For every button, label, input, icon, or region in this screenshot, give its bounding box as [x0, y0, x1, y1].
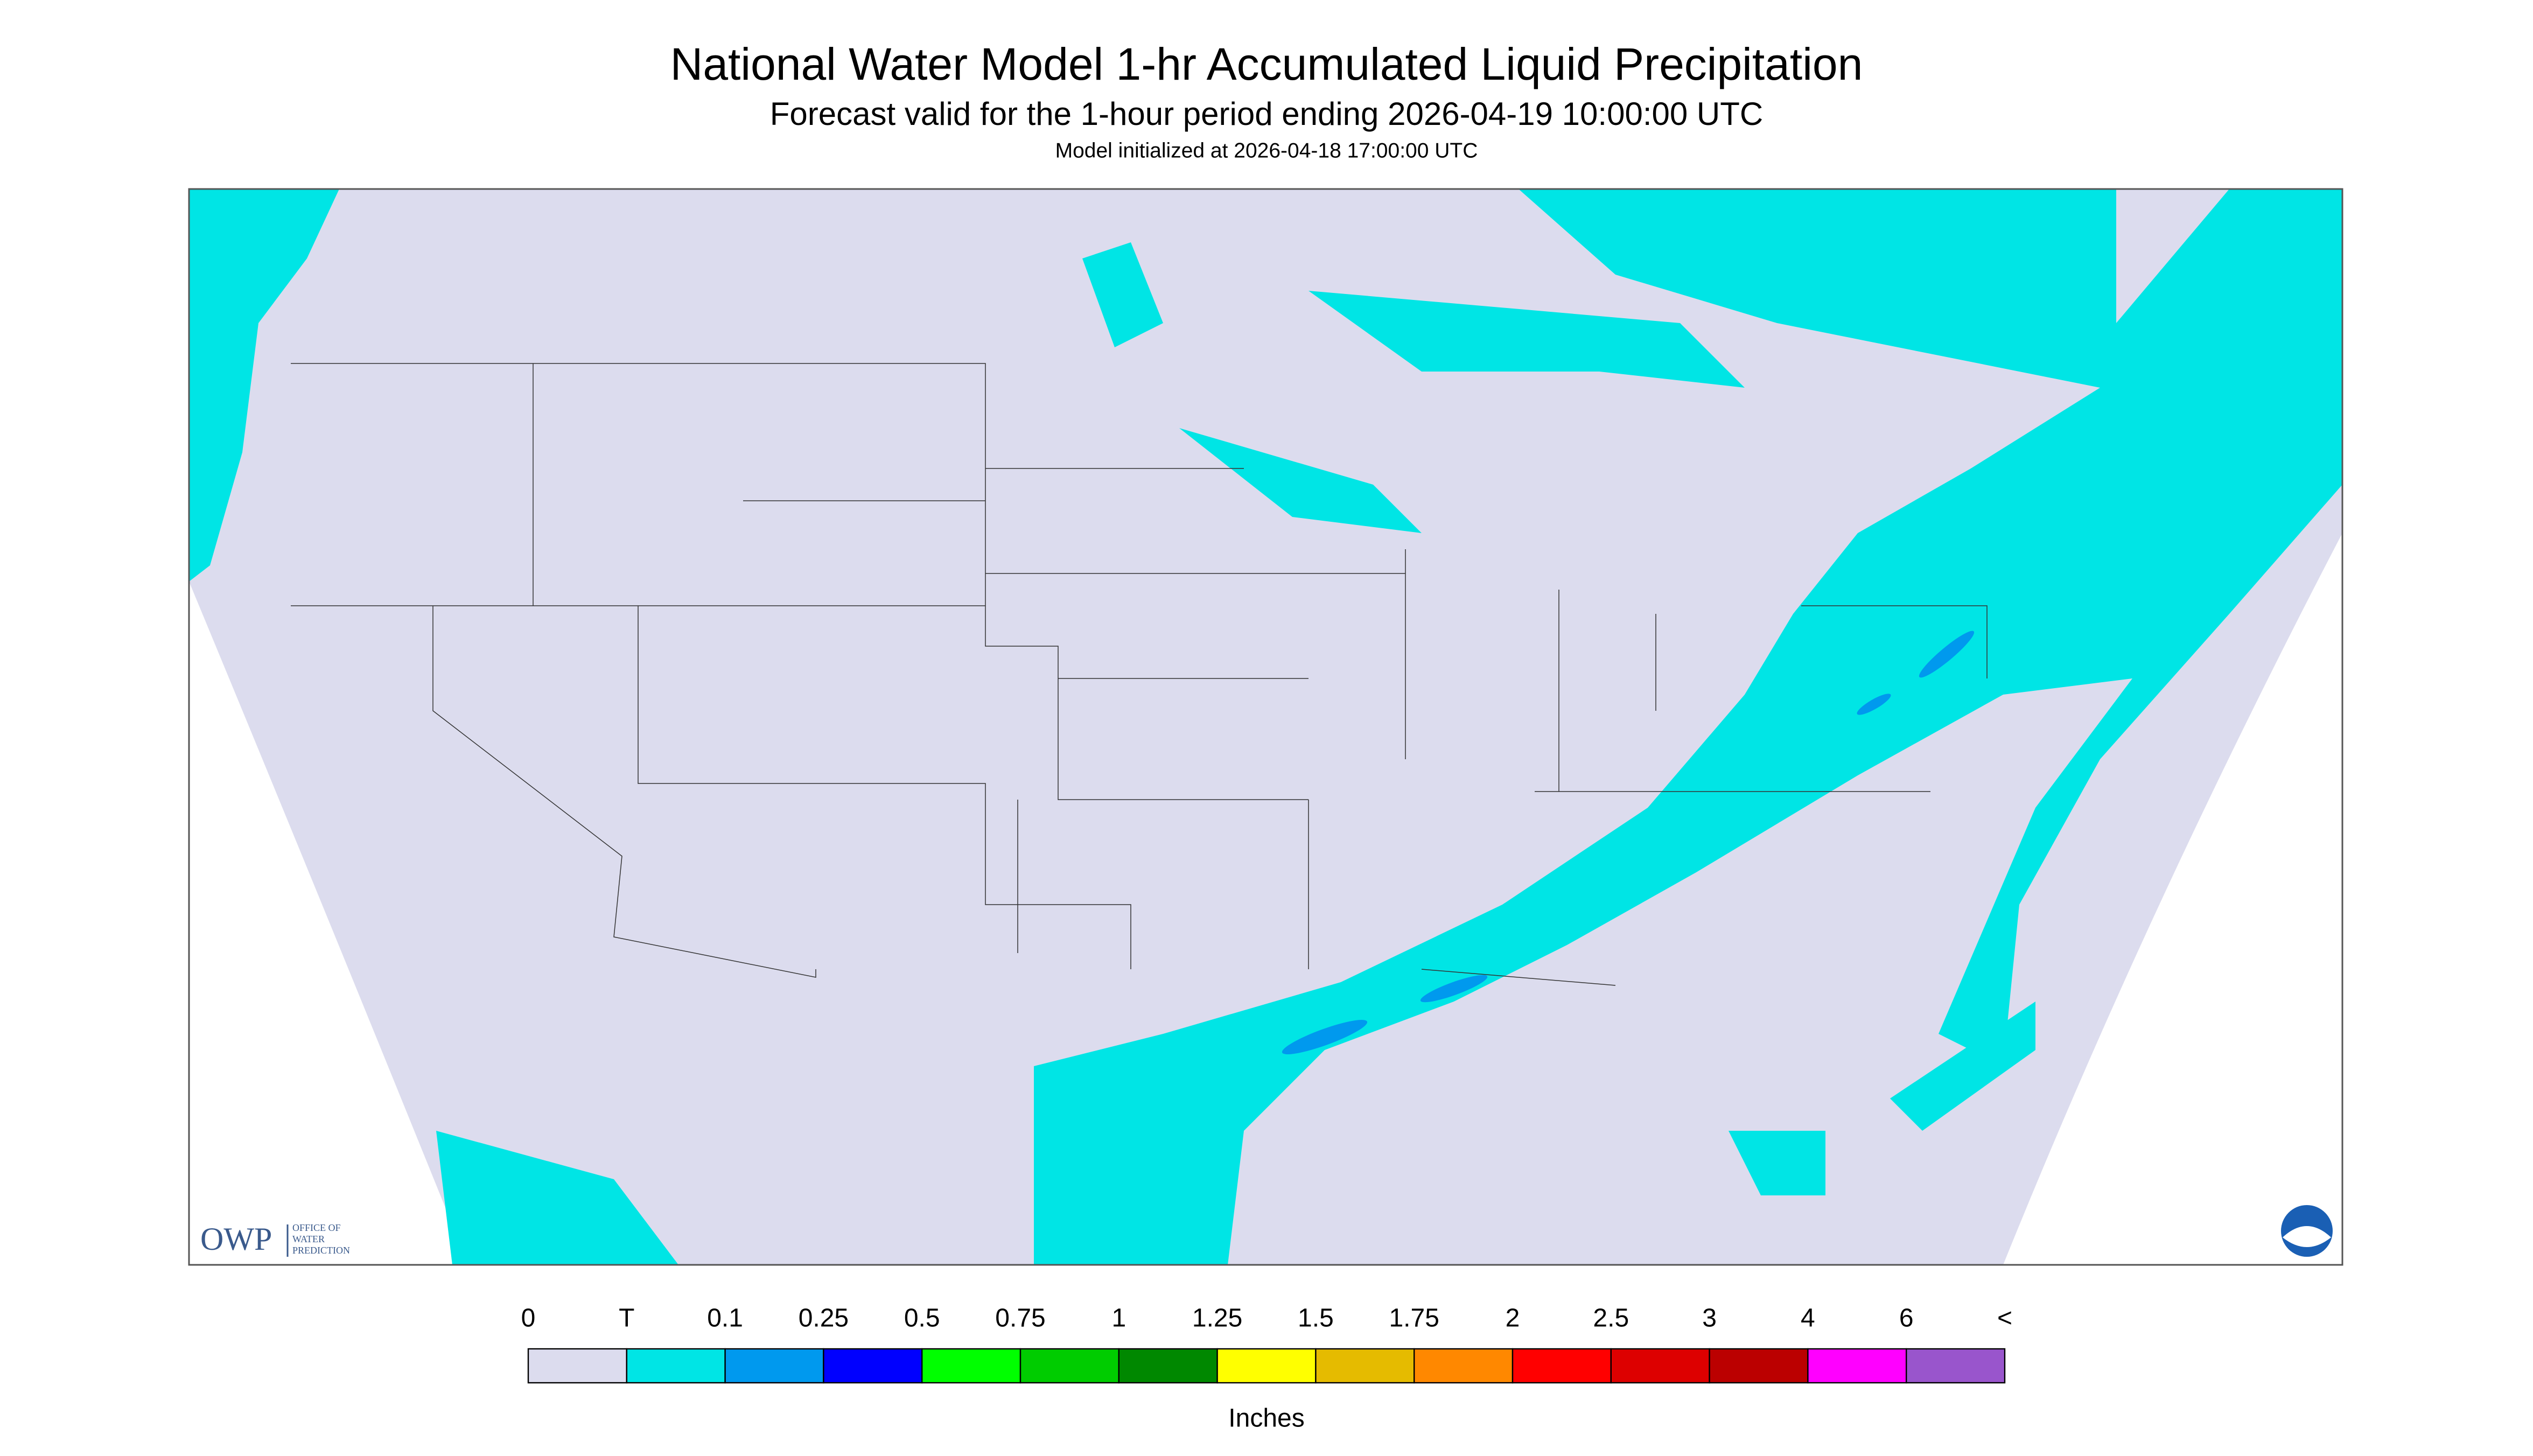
- legend-label: 1.75: [1389, 1304, 1439, 1333]
- legend-swatch: [527, 1348, 628, 1384]
- legend-label: T: [619, 1304, 634, 1333]
- legend-label: 0.1: [707, 1304, 743, 1333]
- precip-areas: [189, 189, 2342, 1265]
- legend-label: 4: [1801, 1304, 1815, 1333]
- model-domain: [189, 189, 2342, 1265]
- title: National Water Model 1-hr Accumulated Li…: [670, 39, 1863, 89]
- legend-swatch: [1414, 1348, 1514, 1384]
- legend-label: 2: [1506, 1304, 1520, 1333]
- legend-swatch: [1512, 1348, 1612, 1384]
- heavier-precip: [1282, 631, 1975, 1055]
- legend: 0 T 0.1 0.25 0.5 0.75 1 1.25 1.5 1.75 2 2.5 3 4 6 <: [521, 1304, 2012, 1384]
- legend-swatch: [1807, 1348, 1907, 1384]
- legend-swatch: [626, 1348, 726, 1384]
- legend-swatch: [724, 1348, 824, 1384]
- subtitle: Forecast valid for the 1-hour period end…: [770, 96, 1763, 132]
- legend-label: 1: [1111, 1304, 1126, 1333]
- legend-swatch: [1118, 1348, 1218, 1384]
- map: OWP OFFICE OF WATER PREDICTION: [188, 188, 2343, 1266]
- legend-unit: Inches: [1228, 1404, 1304, 1433]
- logo-subtext: PREDICTION: [292, 1245, 350, 1256]
- legend-label: 0.5: [904, 1304, 940, 1333]
- legend-label: 0: [521, 1304, 536, 1333]
- boundaries: [291, 363, 1988, 986]
- legend-swatch: [1709, 1348, 1809, 1384]
- map-frame: [188, 188, 2343, 1266]
- legend-swatch: [1610, 1348, 1710, 1384]
- legend-label: 3: [1702, 1304, 1717, 1333]
- noaa-logo-wave: [2283, 1226, 2331, 1248]
- logo-subtext: OFFICE OF: [292, 1222, 341, 1233]
- legend-label: <: [1997, 1304, 2012, 1333]
- legend-swatch: [1905, 1348, 2006, 1384]
- legend-label: 1.5: [1298, 1304, 1334, 1333]
- legend-swatch: [921, 1348, 1021, 1384]
- init-time: Model initialized at 2026-04-18 17:00:00…: [1055, 139, 1478, 162]
- legend-label: 0.25: [799, 1304, 849, 1333]
- legend-swatch: [823, 1348, 923, 1384]
- legend-label: 6: [1899, 1304, 1914, 1333]
- legend-label: 1.25: [1192, 1304, 1242, 1333]
- legend-swatch: [1019, 1348, 1120, 1384]
- legend-label: 2.5: [1593, 1304, 1629, 1333]
- legend-swatch: [1216, 1348, 1317, 1384]
- legend-label: 0.75: [995, 1304, 1045, 1333]
- logo-text: OWP: [200, 1221, 272, 1257]
- legend-swatch: [1315, 1348, 1415, 1384]
- logo-subtext: WATER: [292, 1234, 325, 1244]
